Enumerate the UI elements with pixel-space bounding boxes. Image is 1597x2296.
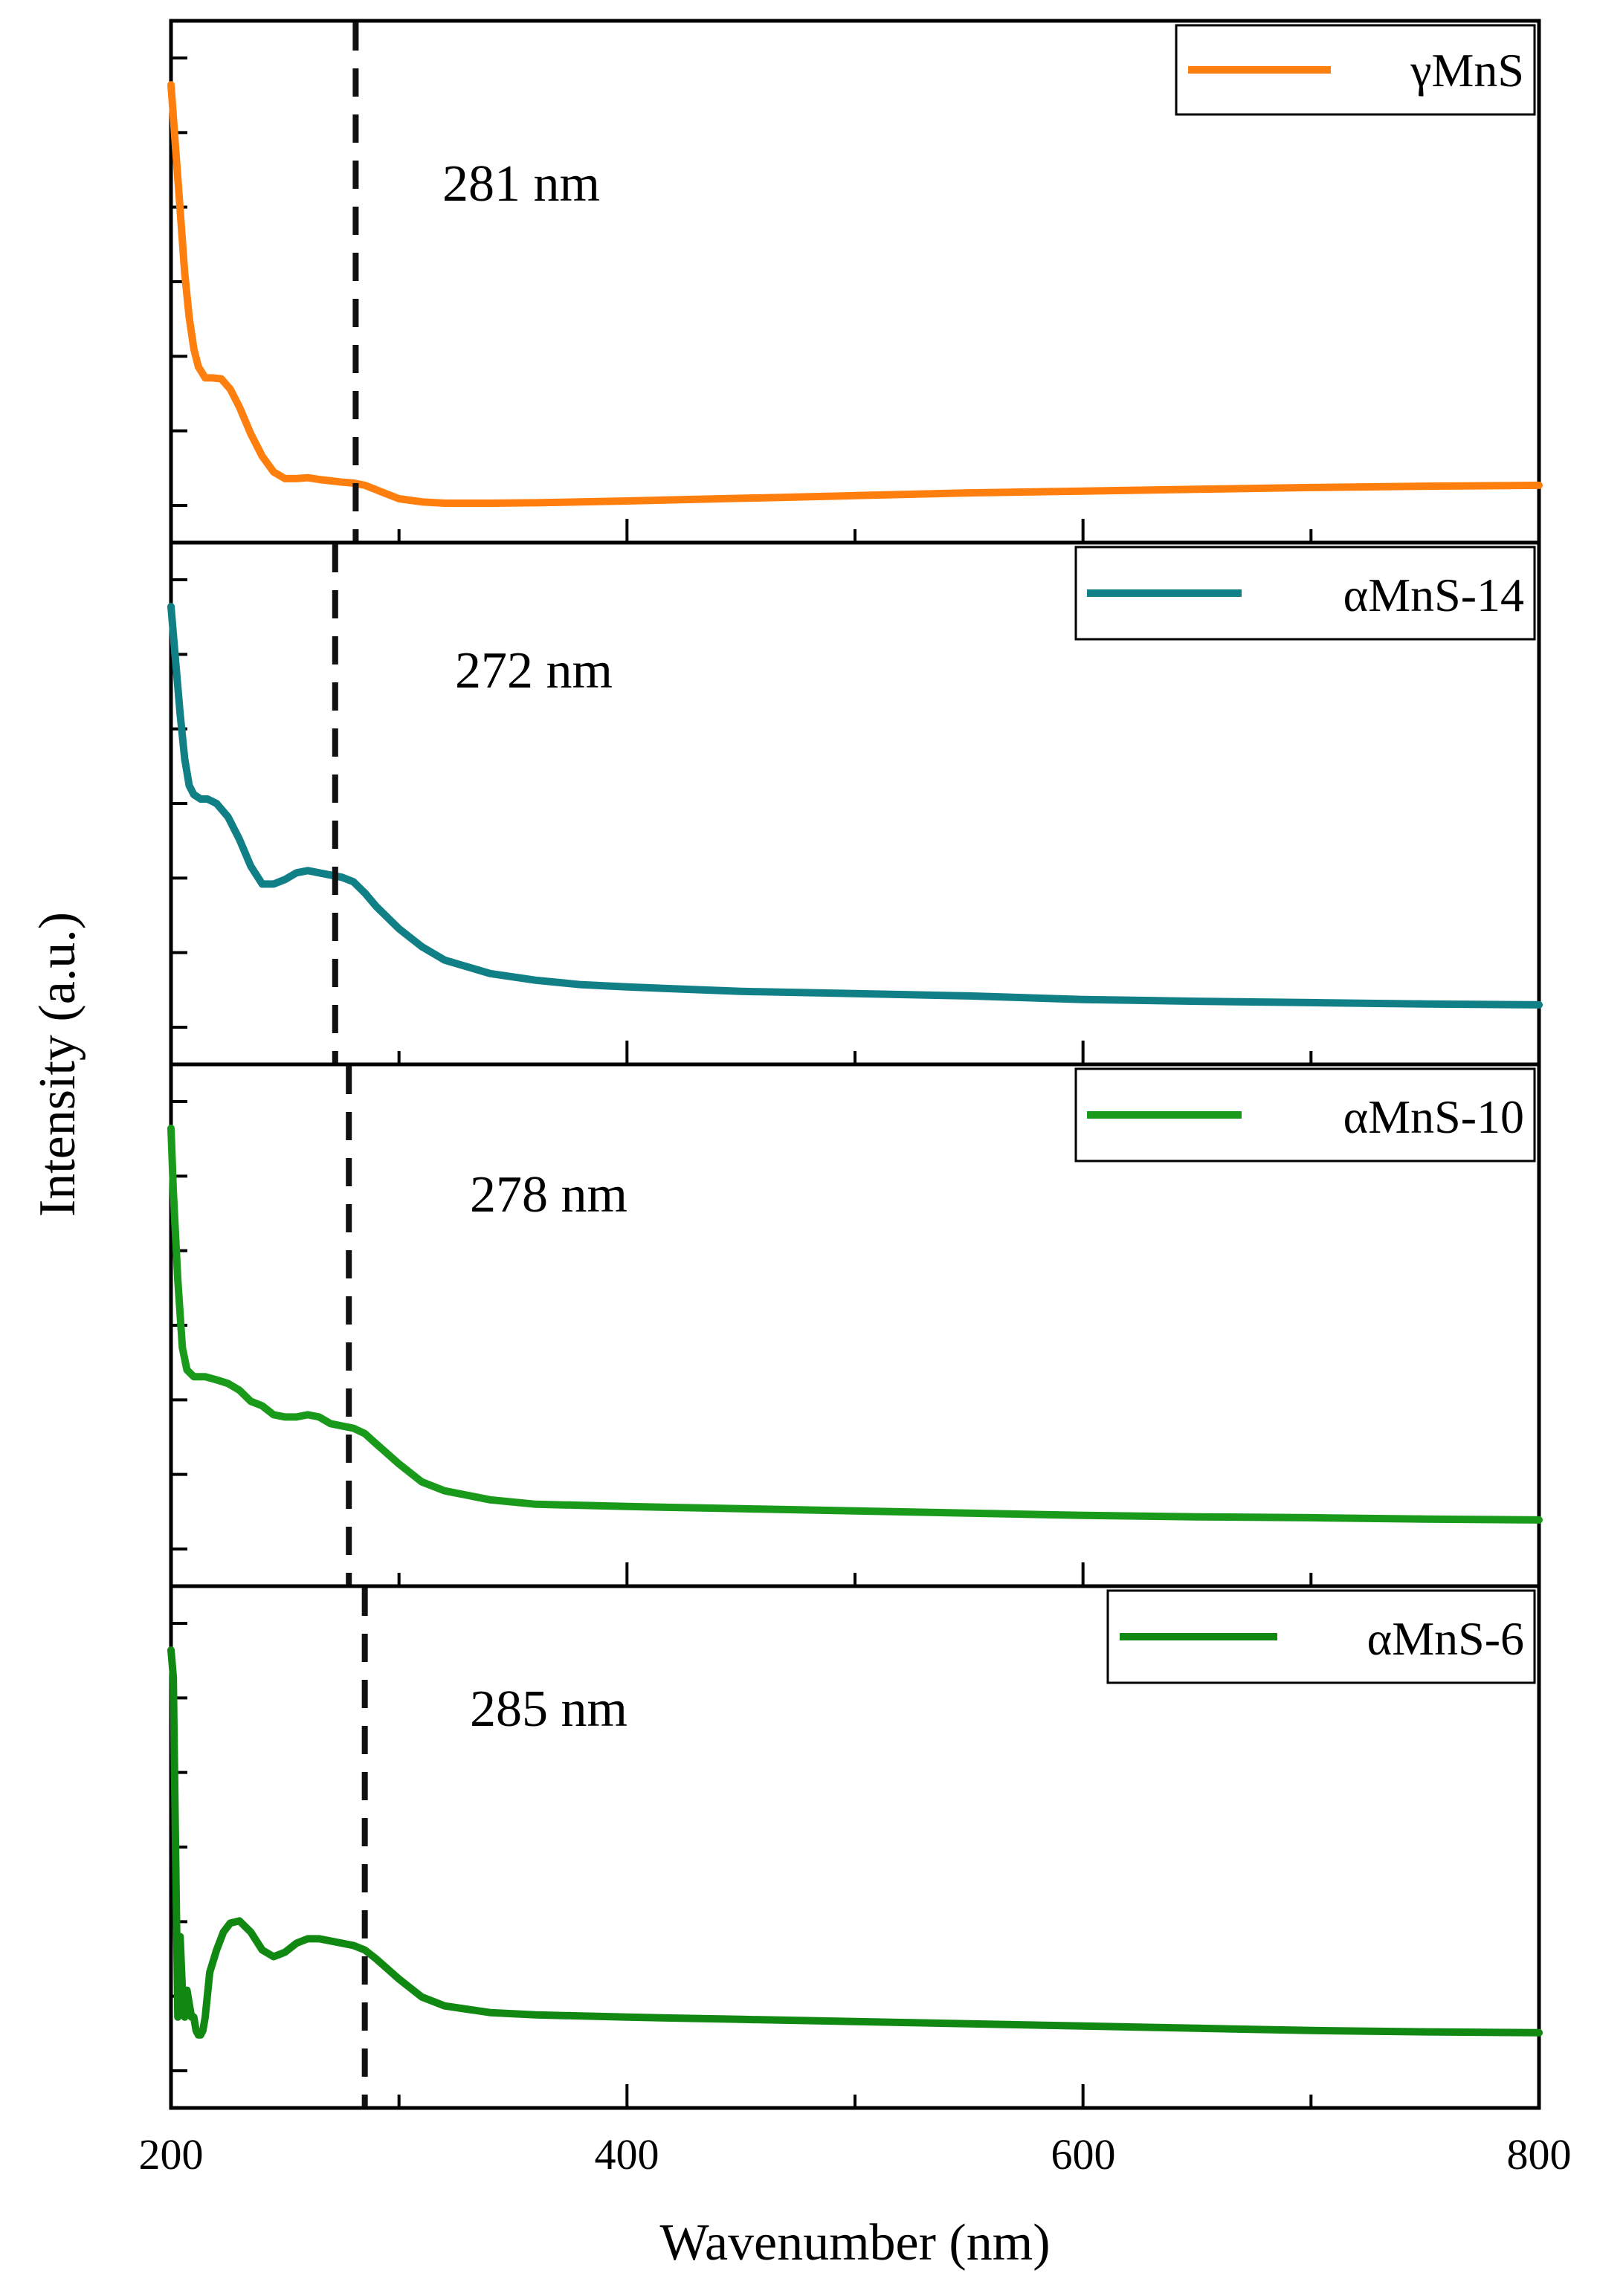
y-axis-title: Intensity (a.u.): [29, 912, 86, 1217]
series-line-alpha-mns-6: [167, 1646, 1543, 2039]
x-tick-label: 400: [595, 2130, 659, 2179]
series-line-alpha-mns-10: [167, 1125, 1543, 1524]
tick-marks: [171, 1100, 1313, 1586]
panel-alpha-mns-10: 278 nm αMnS-10: [167, 1062, 1543, 1588]
panel-alpha-mns-14: 272 nm αMnS-14: [167, 540, 1543, 1067]
legend-label: αMnS-10: [1343, 1090, 1524, 1143]
panel-gamma-mns: 281 nm γMnS: [167, 19, 1543, 545]
x-tick-label: 800: [1507, 2130, 1572, 2179]
legend: αMnS-6: [1106, 1589, 1536, 1684]
legend: αMnS-14: [1074, 546, 1536, 641]
legend: αMnS-10: [1074, 1067, 1536, 1162]
peak-annotation: 278 nm: [470, 1166, 627, 1223]
x-tick-label: 200: [139, 2130, 204, 2179]
peak-annotation: 281 nm: [442, 155, 600, 213]
x-tick-label: 600: [1051, 2130, 1116, 2179]
legend-label: γMnS: [1410, 44, 1524, 97]
legend-label: αMnS-6: [1367, 1612, 1524, 1665]
panel-alpha-mns-6: 285 nm αMnS-6: [167, 1584, 1543, 2110]
tick-marks: [171, 578, 1313, 1064]
x-axis: 200 400 600 800 Wavenumber (nm): [139, 2130, 1572, 2271]
x-axis-title: Wavenumber (nm): [660, 2214, 1051, 2271]
legend-label: αMnS-14: [1343, 569, 1524, 621]
legend: γMnS: [1175, 24, 1536, 116]
tick-marks: [171, 56, 1313, 543]
tick-marks: [171, 1622, 1313, 2108]
series-line-gamma-mns: [167, 81, 1543, 507]
legend-box: [1175, 24, 1536, 116]
series-line-alpha-mns-14: [167, 603, 1543, 1009]
peak-annotation: 272 nm: [455, 642, 613, 699]
peak-annotation: 285 nm: [470, 1681, 627, 1738]
